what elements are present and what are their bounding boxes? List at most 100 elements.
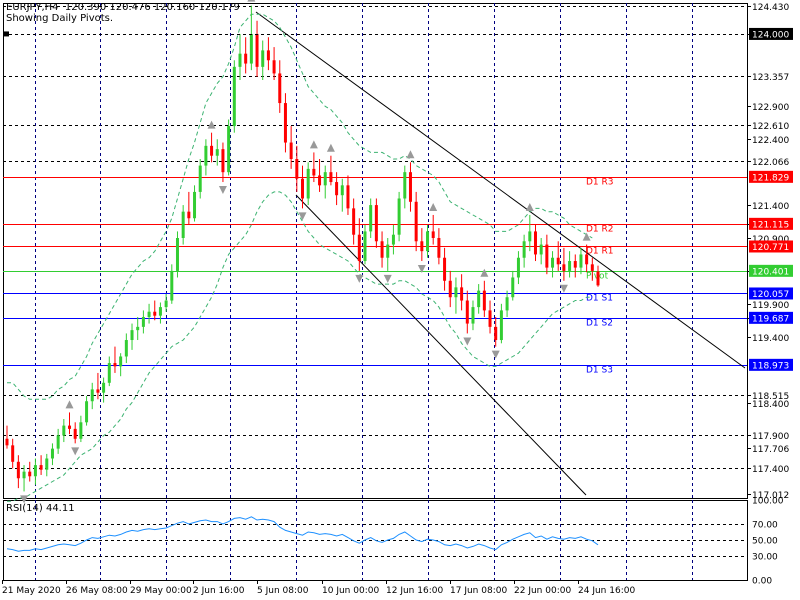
candle-body [113,363,117,367]
bollinger-upper-band [7,13,593,400]
pivot-label: D1 S1 [586,294,613,304]
candle-body [16,461,20,479]
candle-body [238,53,242,67]
price-label-text: 124.000 [752,30,789,40]
price-tick-label: 117.706 [752,445,789,455]
candle-body [193,191,197,219]
candle-body [158,307,162,316]
candle-body [272,60,276,74]
candle-body [79,422,83,439]
price-tick-label: 124.430 [752,3,789,13]
candle-body [130,330,134,341]
fractal-down-marker [383,274,392,283]
price-panel-frame [3,3,748,499]
pivot-label: D1 R3 [586,178,614,188]
price-label-text: 121.115 [752,220,789,230]
candle-body [533,231,537,255]
pivot-label: D1 R2 [586,225,614,235]
candle-body [590,264,594,271]
candle-body [187,211,191,219]
candle-body [568,261,572,271]
fractal-up-marker [406,150,415,159]
candle-body [585,254,589,265]
fractal-down-marker [218,186,227,195]
price-label-text: 120.057 [752,290,789,300]
time-axis-label: 24 Jun 16:00 [578,586,635,596]
candle-body [448,280,452,298]
bollinger-lower-band [7,191,593,502]
candle-body [431,231,435,238]
price-tick-label: 119.400 [752,334,789,344]
candle-body [494,326,498,341]
price-label-text: 120.771 [752,243,789,253]
candle-body [323,172,327,186]
candle-body [261,50,265,67]
candle-body [443,257,447,281]
candle-body [232,66,236,127]
symbol-header: EURJPY,H4 120.390 120.476 120.160 120.17… [6,2,240,13]
candle-body [596,271,600,286]
fractal-down-marker [559,284,568,293]
candle-body [215,149,219,156]
candle-body [505,297,509,311]
candle-body [170,270,174,301]
candle-body [312,168,316,176]
candle-body [460,287,464,301]
channel-lower-line [295,194,587,496]
candle-body [335,182,339,196]
candle-body [556,257,560,265]
candle-body [414,201,418,242]
candle-body [244,53,248,64]
rsi-line [6,516,599,552]
fractal-up-marker [247,0,256,2]
fractal-up-marker [309,140,318,149]
fractal-up-marker [525,202,534,211]
price-label-box [749,27,793,40]
candle-body [39,465,43,470]
candle-body [374,205,378,242]
candle-body [5,438,9,446]
price-tick-label: 117.900 [752,432,789,442]
time-axis-label: 2 Jun 16:00 [193,586,245,596]
candle-body [33,465,37,477]
candle-body [528,231,532,242]
pivot-label: D1 R1 [586,247,614,257]
candle-body [437,237,441,258]
current-price-marker [4,31,9,37]
candle-body [562,264,566,271]
price-tick-label: 118.400 [752,400,789,410]
price-label-box [749,264,793,277]
candle-body [45,458,49,470]
candle-body [85,401,89,423]
candle-body [283,103,287,143]
price-label-box [749,358,793,371]
candle-body [465,300,469,324]
candle-body [551,257,555,268]
candle-body [68,425,72,429]
candle-body [522,241,526,258]
candle-body [363,231,367,262]
candle-body [488,310,492,327]
candle-body [471,307,475,324]
fractal-down-marker [463,337,472,346]
candle-body [357,234,361,262]
candle-body [90,389,94,402]
time-axis-label: 29 May 00:00 [130,586,192,596]
candle-body [397,198,401,235]
candle-body [181,211,185,238]
candle-body [204,145,208,166]
candle-body [329,172,333,183]
candle-body [346,185,350,209]
time-axis-label: 5 Jun 08:00 [257,586,309,596]
price-tick-label: 118.515 [752,392,789,402]
price-tick-label: 122.610 [752,122,789,132]
candle-body [511,277,515,298]
candle-body [96,389,100,393]
candle-body [107,363,111,383]
candle-body [545,244,549,268]
candle-body [11,445,15,462]
price-label-box [749,217,793,230]
candle-body [56,435,60,449]
